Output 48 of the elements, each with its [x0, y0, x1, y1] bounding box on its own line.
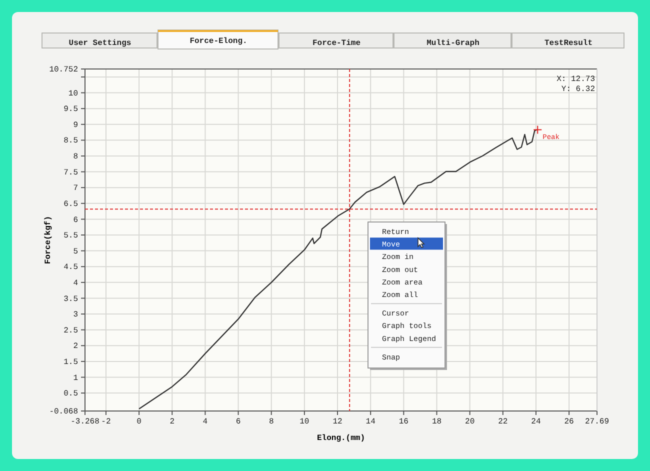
y-tick-label: 7.5 — [64, 168, 78, 178]
x-tick-label: 16 — [398, 418, 409, 427]
y-tick-label: 6.5 — [64, 200, 78, 209]
y-tick-label: 8.5 — [64, 136, 78, 146]
y-tick-label: 1 — [73, 374, 78, 383]
y-tick-label: 10.752 — [49, 66, 78, 75]
y-tick-label: 7 — [73, 184, 78, 194]
x-tick-label: 12 — [332, 418, 343, 427]
x-tick-label: 22 — [498, 418, 508, 427]
y-axis-title: Force(kgf) — [44, 216, 53, 264]
y-tick-label: 9.5 — [64, 105, 78, 114]
annotation: X: 12.73 — [556, 75, 596, 84]
text: TestResult — [544, 39, 593, 48]
x-tick-label: 2 — [170, 418, 175, 427]
x-tick-label: 0 — [136, 418, 142, 427]
x-tick-label: 24 — [531, 418, 541, 427]
x-tick-label: 18 — [432, 418, 442, 427]
x-tick-label: 26 — [564, 418, 574, 427]
y-tick-label: 2 — [73, 342, 78, 352]
text: Force-Time — [312, 39, 361, 48]
x-axis-title: Elong.(mm) — [316, 434, 366, 443]
y-tick-label: 3.5 — [64, 294, 78, 304]
y-tick-label: 6 — [73, 216, 78, 225]
text: Multi-Graph — [426, 39, 480, 48]
y-tick-label: 4 — [73, 278, 78, 288]
y-tick-label: 8 — [73, 152, 78, 162]
x-tick-label: 8 — [268, 418, 274, 427]
x-tick-label: 4 — [202, 418, 208, 427]
annotation: Y: 6.32 — [561, 85, 596, 94]
x-tick-label: 6 — [236, 418, 241, 427]
y-tick-label: 10 — [68, 89, 78, 98]
y-tick-label: -0.068 — [49, 408, 78, 417]
y-tick-label: 5.5 — [64, 232, 78, 241]
x-tick-label: -3.268 — [70, 418, 100, 427]
y-tick-label: 1.5 — [64, 358, 78, 367]
x-tick-label: 27.69 — [584, 418, 610, 427]
x-tick-label: -2 — [101, 418, 111, 427]
y-tick-label: 4.5 — [64, 263, 78, 272]
x-tick-label: 14 — [366, 418, 376, 427]
y-tick-label: 0.5 — [64, 390, 78, 399]
x-tick-label: 20 — [465, 418, 475, 427]
y-tick-label: 9 — [73, 120, 78, 130]
y-tick-label: 2.5 — [64, 326, 78, 336]
y-tick-label: 3 — [73, 310, 78, 320]
y-tick-label: 5 — [73, 247, 78, 256]
text: User Settings — [68, 39, 132, 48]
x-tick-label: 10 — [300, 418, 310, 427]
text: Force-Elong. — [190, 37, 248, 46]
